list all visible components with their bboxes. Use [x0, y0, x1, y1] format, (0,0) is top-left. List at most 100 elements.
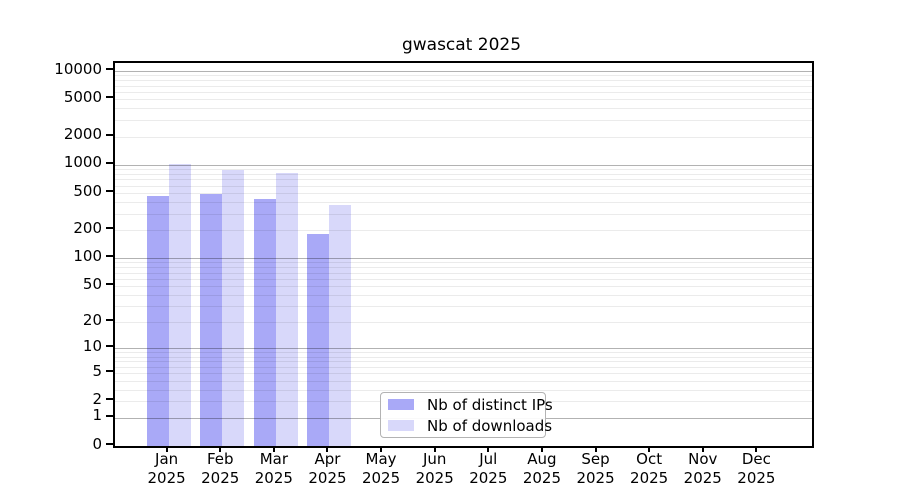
- legend-item-distinct-ips: Nb of distinct IPs: [388, 396, 553, 414]
- minor-gridline-20: [115, 322, 812, 324]
- minor-gridline-400: [115, 202, 812, 204]
- minor-gridline-90: [115, 262, 812, 264]
- bar-jan-distinct-ips: [146, 196, 169, 446]
- minor-gridline-4: [115, 380, 812, 382]
- x-tick-sep: [594, 446, 597, 452]
- y-tick-label-2: 2: [92, 389, 102, 408]
- x-tick-year-apr: 2025: [308, 469, 347, 487]
- y-tick-label-50: 50: [82, 274, 102, 293]
- bar-mar-downloads: [275, 172, 298, 446]
- legend-label-downloads: Nb of downloads: [427, 416, 553, 435]
- x-tick-feb: [219, 446, 222, 452]
- x-tick-label-feb: Feb 2025: [175, 450, 265, 488]
- legend-label-distinct-ips: Nb of distinct IPs: [427, 395, 553, 414]
- minor-gridline-9000: [115, 75, 812, 77]
- y-tick-label-2000: 2000: [63, 125, 102, 144]
- minor-gridline-600: [115, 185, 812, 187]
- x-tick-year-aug: 2025: [522, 469, 562, 487]
- minor-gridline-300: [115, 213, 812, 215]
- x-tick-year-feb: 2025: [201, 469, 240, 487]
- legend: Nb of distinct IPs Nb of downloads: [380, 392, 553, 438]
- legend-swatch-distinct-ips: [388, 399, 414, 410]
- minor-gridline-8000: [115, 80, 812, 82]
- x-tick-year-jul: 2025: [469, 469, 508, 487]
- minor-gridline-4000: [115, 108, 812, 110]
- minor-gridline-40: [115, 294, 812, 296]
- major-gridline-10: [115, 348, 812, 350]
- minor-gridline-800: [115, 173, 812, 175]
- grid-layer: [115, 63, 812, 446]
- y-tick-label-1000: 1000: [63, 153, 102, 172]
- minor-gridline-70: [115, 272, 812, 274]
- minor-gridline-200: [115, 230, 812, 232]
- minor-gridline-900: [115, 169, 812, 171]
- minor-gridline-2000: [115, 136, 812, 138]
- chart-title: gwascat 2025: [401, 35, 522, 55]
- x-tick-label-dec: Dec 2025: [711, 450, 801, 488]
- x-tick-aug: [540, 446, 543, 452]
- x-tick-year-jan: 2025: [147, 469, 186, 487]
- x-tick-label-sep: Sep 2025: [551, 450, 641, 488]
- x-tick-year-oct: 2025: [630, 469, 669, 487]
- minor-gridline-3: [115, 389, 812, 391]
- plot-area: [113, 61, 814, 448]
- x-tick-apr: [326, 446, 329, 452]
- x-tick-jun: [433, 446, 436, 452]
- y-tick-50: [106, 283, 113, 285]
- x-tick-label-may: May 2025: [336, 450, 426, 488]
- x-tick-label-oct: Oct 2025: [604, 450, 694, 488]
- y-tick-1000: [106, 161, 113, 164]
- y-tick-label-10000: 10000: [54, 59, 102, 78]
- y-tick-500: [106, 190, 113, 193]
- legend-item-downloads: Nb of downloads: [388, 417, 552, 435]
- y-tick-label-20: 20: [82, 310, 102, 329]
- y-tick-20: [106, 319, 113, 322]
- x-tick-label-jun: Jun 2025: [390, 450, 480, 488]
- x-tick-jan: [165, 446, 168, 452]
- x-tick-label-jan: Jan 2025: [122, 450, 212, 488]
- minor-gridline-7: [115, 361, 812, 363]
- major-gridline-10000: [115, 71, 812, 73]
- y-tick-1: [106, 414, 113, 417]
- x-tick-jul: [487, 446, 490, 452]
- y-tick-label-0: 0: [92, 434, 102, 453]
- legend-swatch-downloads: [388, 420, 414, 431]
- y-tick-0: [106, 443, 113, 445]
- x-tick-mar: [272, 446, 275, 452]
- y-tick-2000: [106, 133, 113, 136]
- y-tick-label-200: 200: [73, 218, 102, 237]
- minor-gridline-80: [115, 267, 812, 269]
- bar-apr-downloads: [329, 204, 352, 446]
- x-tick-oct: [648, 446, 651, 452]
- y-tick-label-100: 100: [73, 246, 102, 265]
- y-tick-label-10: 10: [82, 336, 102, 355]
- x-tick-label-jul: Jul 2025: [443, 450, 533, 488]
- y-tick-100: [106, 255, 113, 258]
- bars-layer: [115, 63, 812, 446]
- x-tick-label-apr: Apr 2025: [282, 450, 372, 488]
- y-tick-5000: [106, 96, 113, 99]
- bar-jan-downloads: [168, 164, 191, 446]
- bar-feb-downloads: [222, 169, 245, 446]
- minor-gridline-50: [115, 286, 812, 287]
- minor-gridline-6: [115, 366, 812, 368]
- x-tick-year-jun: 2025: [415, 469, 454, 487]
- y-tick-200: [106, 227, 113, 230]
- minor-gridline-700: [115, 179, 812, 181]
- x-tick-label-nov: Nov 2025: [658, 450, 748, 488]
- x-tick-label-mar: Mar 2025: [229, 450, 319, 488]
- x-tick-may: [380, 446, 383, 452]
- minor-gridline-7000: [115, 85, 812, 87]
- major-gridline-100: [115, 258, 812, 260]
- y-tick-label-1: 1: [92, 406, 102, 425]
- bar-mar-distinct-ips: [253, 199, 276, 446]
- y-tick-5: [106, 370, 113, 373]
- y-tick-label-500: 500: [73, 181, 102, 200]
- y-tick-label-5: 5: [92, 361, 102, 380]
- x-tick-year-sep: 2025: [576, 469, 615, 487]
- minor-gridline-6000: [115, 91, 812, 93]
- minor-gridline-8: [115, 356, 812, 358]
- x-tick-nov: [701, 446, 704, 452]
- x-tick-year-dec: 2025: [737, 469, 776, 487]
